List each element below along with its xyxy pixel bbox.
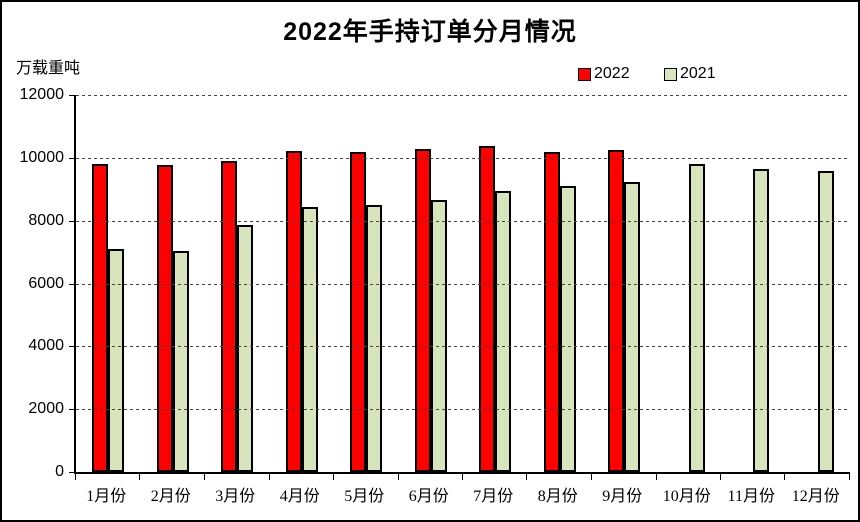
bar-2022-7月份 [479, 146, 496, 472]
y-axis-tick-0 [69, 472, 74, 473]
x-axis-tick-12 [849, 474, 850, 480]
category-slot-3月份 [205, 95, 270, 472]
x-axis-tick-5 [397, 474, 399, 480]
bar-2021-7月份 [495, 191, 512, 472]
bar-2021-10月份 [688, 164, 705, 472]
bar-2021-6月份 [430, 199, 447, 472]
legend-label-2022: 2022 [594, 65, 630, 82]
legend: 2022 2021 [2, 65, 858, 85]
bar-2022-4月份 [285, 150, 302, 472]
x-axis-label-9月份: 9月份 [602, 488, 643, 505]
y-axis-label-2000: 2000 [28, 400, 64, 418]
bar-2021-5月份 [366, 204, 383, 472]
y-axis-label-12000: 12000 [19, 86, 65, 103]
y-axis-label-10000: 10000 [19, 148, 65, 166]
x-axis-tick-11 [784, 474, 786, 480]
y-axis-tick-6000 [69, 283, 74, 285]
category-slot-4月份 [270, 95, 335, 472]
bar-2021-3月份 [237, 225, 254, 472]
gridline-12000 [76, 95, 850, 96]
bar-2022-5月份 [350, 151, 367, 472]
category-slot-10月份 [657, 95, 722, 472]
x-axis-tick-10 [720, 474, 721, 480]
x-axis-tick-2 [203, 474, 205, 480]
legend-item-2022: 2022 [578, 65, 630, 83]
bar-2022-9月份 [608, 149, 625, 472]
bar-2021-4月份 [301, 206, 318, 472]
x-axis-tick-7 [526, 474, 528, 480]
chart-title: 2022年手持订单分月情况 [283, 18, 577, 46]
y-axis-label-0: 0 [55, 463, 64, 480]
y-axis-tick-4000 [69, 346, 74, 348]
bar-2022-2月份 [156, 165, 173, 472]
gridline-6000 [76, 283, 850, 285]
legend-swatch-2021-icon [664, 67, 677, 81]
category-slot-11月份 [721, 95, 786, 472]
x-axis-label-2月份: 2月份 [150, 488, 191, 505]
category-slot-9月份 [592, 95, 657, 472]
bar-2021-8月份 [559, 185, 576, 472]
bar-2021-2月份 [172, 250, 189, 472]
bar-2021-1月份 [108, 248, 125, 472]
gridline-8000 [76, 220, 850, 222]
x-axis-tick-0 [75, 474, 76, 480]
category-slot-12月份 [786, 95, 851, 472]
y-axis-tick-2000 [69, 409, 74, 411]
category-slot-5月份 [334, 95, 399, 472]
bar-2022-1月份 [92, 163, 109, 472]
x-axis-tick-6 [462, 474, 463, 480]
gridline-4000 [76, 346, 850, 348]
plot-area [69, 95, 850, 480]
y-axis-unit-label: 万载重吨 [16, 60, 81, 77]
bar-2022-8月份 [543, 151, 560, 472]
y-axis-tick-12000 [69, 95, 74, 96]
legend-label-2021: 2021 [680, 65, 716, 82]
bar-2022-6月份 [414, 148, 431, 472]
legend-swatch-2022-icon [578, 67, 591, 81]
x-axis-labels: 1月份 2月份 3月份 4月份 5月份 6月份 7月份 8月份 9月份 10月份 11月份 12月份 [74, 482, 848, 506]
x-axis-label-12月份: 12月份 [791, 488, 840, 505]
x-axis-label-5月份: 5月份 [344, 488, 385, 505]
x-axis-label-11月份: 11月份 [727, 488, 775, 505]
bar-2021-11月份 [753, 169, 770, 472]
y-axis-tick-8000 [69, 220, 74, 222]
x-axis-tick-1 [139, 474, 141, 480]
gridline-2000 [76, 409, 850, 411]
x-axis-tick-3 [268, 474, 270, 480]
x-axis-tick-8 [590, 474, 592, 480]
bars-layer [76, 95, 850, 472]
y-axis-label-6000: 6000 [28, 274, 64, 292]
x-axis-label-8月份: 8月份 [537, 488, 578, 505]
bar-2022-3月份 [221, 160, 238, 472]
y-axis-label-4000: 4000 [28, 337, 64, 355]
category-slot-1月份 [76, 95, 141, 472]
x-axis-tick-4 [332, 474, 334, 480]
legend-item-2021: 2021 [664, 65, 716, 83]
category-slot-7月份 [463, 95, 528, 472]
y-axis-tick-10000 [69, 157, 74, 159]
x-axis-label-3月份: 3月份 [215, 488, 256, 505]
x-axis-label-4月份: 4月份 [279, 488, 320, 505]
bar-2021-12月份 [817, 171, 834, 472]
category-slot-8月份 [528, 95, 593, 472]
gridline-10000 [76, 157, 850, 159]
x-axis-label-7月份: 7月份 [473, 488, 514, 505]
y-axis-label-8000: 8000 [28, 211, 64, 229]
bar-2021-9月份 [624, 181, 641, 472]
x-axis-label-10月份: 10月份 [662, 488, 711, 505]
x-axis-tick-9 [655, 474, 657, 480]
x-axis-label-6月份: 6月份 [408, 488, 449, 505]
category-slot-6月份 [399, 95, 464, 472]
category-slot-2月份 [141, 95, 206, 472]
x-axis-label-1月份: 1月份 [86, 488, 127, 505]
